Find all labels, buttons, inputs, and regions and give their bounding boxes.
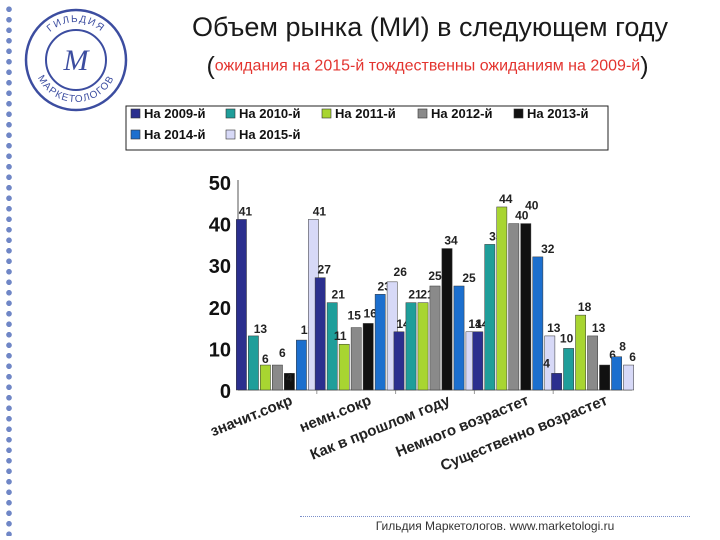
bar (405, 302, 417, 391)
x-category-label: Как в прошлом году (308, 392, 453, 464)
bar-value-label: 21 (332, 288, 346, 302)
bar (362, 323, 374, 391)
y-tick-label: 20 (209, 298, 231, 320)
bar (314, 277, 326, 391)
bar (441, 248, 453, 391)
bar-value-label: 14 (468, 317, 482, 331)
bar (338, 343, 350, 391)
legend-swatch (225, 129, 236, 140)
bar-value-label: 4 (286, 370, 293, 384)
bar-value-label: 6 (629, 350, 636, 364)
bar-value-label: 41 (313, 204, 327, 218)
footer-text: Гильдия Маркетологов. www.marketologi.ru (375, 519, 615, 533)
bar (532, 256, 544, 391)
bar-value-label: 27 (318, 263, 332, 277)
footer-divider (300, 516, 690, 517)
bar-value-label: 13 (592, 321, 606, 335)
bar (284, 373, 295, 391)
legend-swatch (130, 129, 141, 140)
legend-swatch (417, 108, 428, 119)
bar (429, 285, 441, 391)
bar-value-label: 18 (578, 300, 592, 314)
bar-value-label: 41 (239, 204, 253, 218)
bar (587, 335, 598, 391)
page-title: Объем рынка (МИ) в следующем году (191, 12, 669, 42)
legend-label: На 2014-й (144, 127, 205, 142)
bar-value-label: 25 (428, 269, 442, 283)
bar (472, 331, 484, 391)
bar-value-label: 40 (515, 209, 529, 223)
bar (544, 335, 556, 391)
bar-value-label: 4 (543, 356, 550, 370)
bar (575, 314, 586, 391)
bar-value-label: 13 (547, 321, 561, 335)
legend-label: На 2015-й (239, 127, 300, 142)
bar-value-label: 11 (334, 329, 347, 343)
bar-value-label: 44 (499, 192, 513, 206)
legend-label: На 2009-й (144, 106, 205, 121)
bar (484, 244, 496, 391)
bar (508, 223, 520, 391)
legend-label: На 2013-й (527, 106, 588, 121)
bar (236, 219, 247, 391)
bar-value-label: 8 (619, 340, 626, 354)
legend-label: На 2012-й (431, 106, 492, 121)
subtitle-close-paren: ) (640, 52, 649, 80)
bar-value-label: 26 (394, 265, 408, 279)
bar (599, 364, 610, 391)
page-subtitle: (ожидания на 2015-й тождественны ожидани… (140, 52, 715, 81)
bar-value-label: 25 (462, 271, 476, 285)
bar-value-label: 6 (609, 348, 616, 362)
bar (296, 339, 307, 391)
legend-swatch (225, 108, 236, 119)
bar-value-label: 15 (348, 309, 362, 323)
bar-value-label: 40 (525, 199, 539, 213)
bar (623, 364, 634, 391)
bar (248, 335, 259, 391)
bar (551, 373, 562, 391)
bar (272, 364, 283, 391)
y-tick-label: 30 (209, 256, 231, 278)
guild-logo: ГИЛЬДИЯ МАРКЕТОЛОГОВ М (24, 8, 128, 112)
bar-value-label: 16 (364, 306, 378, 320)
decorative-dot-column (2, 4, 16, 536)
legend-box (125, 105, 609, 151)
legend-label: На 2011-й (335, 106, 396, 121)
legend-swatch (321, 108, 332, 119)
bar (374, 294, 386, 391)
bar (350, 327, 362, 391)
bar (417, 302, 429, 391)
y-tick-label: 10 (209, 339, 231, 361)
bar-value-label: 34 (444, 234, 458, 248)
bar (563, 348, 574, 391)
subtitle-open-paren: ( (206, 52, 215, 80)
bar-value-label: 21 (408, 288, 422, 302)
bar (611, 356, 622, 391)
bar (393, 331, 405, 391)
subtitle-note: ожидания на 2015-й тождественны ожидания… (214, 57, 641, 75)
bar-value-label: 13 (254, 322, 268, 336)
legend-label: На 2010-й (239, 106, 300, 121)
bar-value-label: 32 (541, 242, 555, 256)
y-tick-label: 40 (209, 215, 231, 237)
bar-value-label: 6 (262, 352, 269, 366)
legend-swatch (513, 108, 524, 119)
bar-value-label: 6 (279, 346, 286, 360)
bar (520, 223, 532, 391)
logo-monogram: М (63, 44, 91, 77)
bar (260, 364, 271, 391)
y-tick-label: 50 (209, 173, 231, 195)
bar (326, 302, 338, 391)
bar-value-label: 10 (560, 331, 574, 345)
bar (496, 206, 508, 391)
bar (453, 285, 465, 391)
legend-swatch (130, 108, 141, 119)
y-tick-label: 0 (220, 381, 231, 403)
